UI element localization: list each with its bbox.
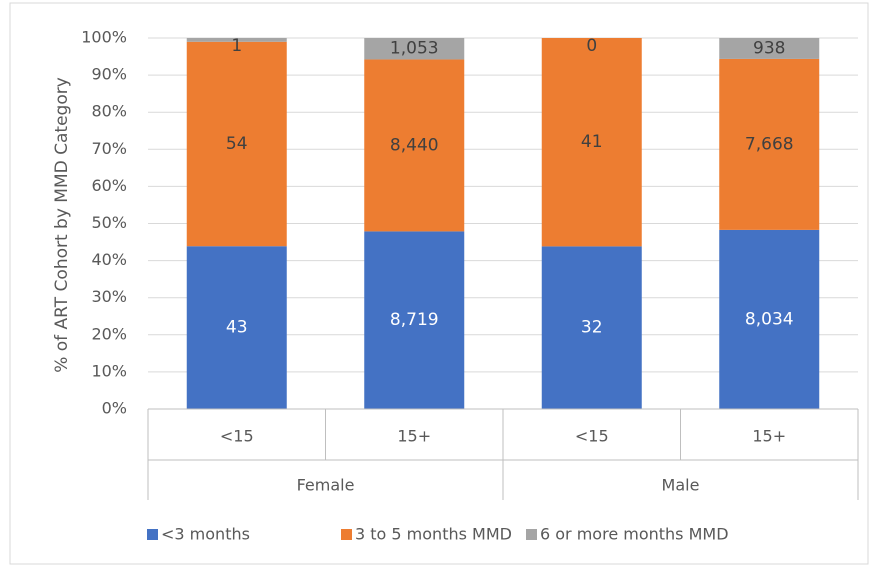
y-axis-title: % of ART Cohort by MMD Category	[52, 77, 72, 373]
data-label: 41	[581, 132, 603, 152]
y-tick-label: 60%	[91, 176, 127, 195]
legend-swatch	[147, 529, 158, 540]
data-label: 43	[226, 318, 248, 338]
bar-segment	[364, 59, 465, 232]
bar-segment	[186, 38, 287, 42]
data-label: 8,719	[390, 310, 439, 330]
y-tick-label: 40%	[91, 250, 127, 269]
y-tick-label: 90%	[91, 65, 127, 84]
data-label: 7,668	[745, 134, 794, 154]
group-label: Male	[662, 476, 700, 495]
data-label: 32	[581, 318, 603, 338]
legend-swatch	[341, 529, 352, 540]
data-label: 54	[226, 134, 248, 154]
legend-label: 3 to 5 months MMD	[355, 525, 512, 544]
y-tick-label: 0%	[102, 399, 127, 418]
x-tick-label: <15	[575, 427, 609, 446]
bar-segment	[364, 38, 465, 60]
data-label: 938	[753, 38, 785, 58]
legend-label: 6 or more months MMD	[540, 525, 729, 544]
bar-segment	[541, 246, 642, 409]
y-tick-label: 70%	[91, 139, 127, 158]
bar-segment	[186, 41, 287, 247]
y-tick-label: 30%	[91, 287, 127, 306]
x-tick-label: <15	[220, 427, 254, 446]
x-tick-label: 15+	[397, 427, 431, 446]
bar-segment	[541, 38, 642, 247]
data-label: 8,034	[745, 309, 794, 329]
data-label: 1,053	[390, 39, 439, 59]
group-label: Female	[297, 476, 355, 495]
y-tick-label: 10%	[91, 361, 127, 380]
legend-swatch	[526, 529, 537, 540]
bar-segment	[364, 231, 465, 409]
x-tick-label: 15+	[752, 427, 786, 446]
bar-segment	[719, 58, 820, 230]
data-label: 8,440	[390, 135, 439, 155]
y-tick-label: 20%	[91, 324, 127, 343]
y-tick-label: 100%	[81, 28, 127, 47]
data-label: 1	[231, 36, 242, 56]
legend-label: <3 months	[161, 525, 250, 544]
bar-segment	[186, 246, 287, 409]
y-tick-label: 80%	[91, 102, 127, 121]
y-tick-label: 50%	[91, 213, 127, 232]
data-label: 0	[586, 36, 597, 56]
bar-segment	[719, 38, 820, 59]
bar-segment	[719, 229, 820, 409]
